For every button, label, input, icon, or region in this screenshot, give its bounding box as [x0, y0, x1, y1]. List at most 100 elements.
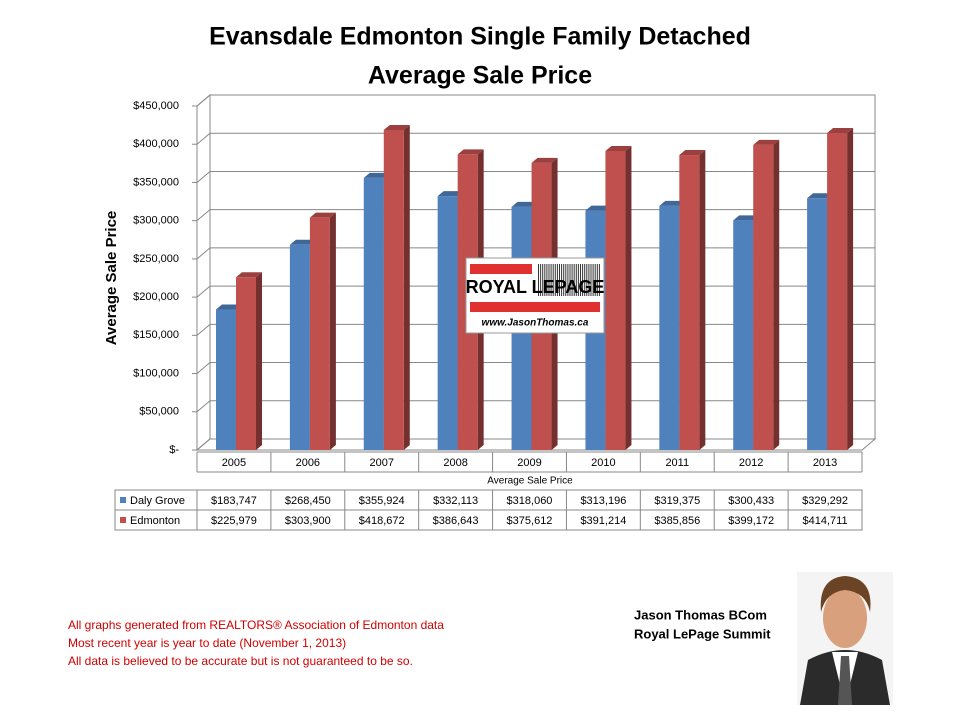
table-value: $303,900 — [285, 515, 331, 527]
barcode-line — [590, 264, 592, 296]
y-tick-label: $150,000 — [133, 329, 179, 341]
barcode-line — [577, 264, 579, 296]
bar-top — [807, 193, 834, 199]
barcode-line — [580, 264, 581, 296]
bar-top — [236, 272, 262, 278]
bar-top — [605, 145, 632, 151]
y-tick-label: $50,000 — [139, 406, 179, 418]
barcode-line — [586, 264, 588, 296]
y-tick-label: $200,000 — [133, 291, 179, 303]
chart-title: Evansdale Edmonton Single Family Detache… — [209, 23, 751, 51]
logo: ROYAL LEPAGE www.JasonThomas.ca — [465, 257, 605, 334]
barcode-line — [573, 264, 575, 296]
signature: Jason Thomas BCom — [634, 607, 767, 622]
x-tick-label: 2012 — [739, 457, 763, 469]
bar-top — [383, 124, 410, 130]
bar-top — [216, 304, 242, 310]
logo-barcode — [538, 264, 600, 296]
bar-top — [511, 201, 538, 207]
bar-side — [699, 150, 706, 450]
barcode-line — [538, 264, 539, 296]
bar — [807, 198, 828, 450]
y-axis-label: Average Sale Price — [103, 211, 120, 346]
portrait-hair — [820, 576, 871, 612]
table-row — [114, 509, 863, 531]
bar-top — [289, 239, 316, 245]
table-value: $399,172 — [728, 515, 774, 527]
bar-top — [733, 215, 760, 221]
barcode-line — [561, 264, 563, 296]
bar-top — [753, 139, 780, 145]
barcode-line — [552, 264, 554, 296]
grid-line — [196, 170, 875, 183]
bar-top — [585, 205, 612, 211]
table-value: $418,672 — [359, 515, 405, 527]
portrait — [797, 572, 893, 705]
logo-bar — [470, 302, 600, 312]
table-value: $268,450 — [285, 495, 331, 507]
barcode-line — [546, 264, 548, 296]
bar — [383, 129, 404, 450]
plot-area: $- $50,000 $100,000 $150,000 $200,000 $250,00… — [114, 93, 877, 531]
bar-side — [773, 139, 780, 451]
grid-line — [196, 132, 875, 145]
bar-side — [625, 145, 632, 450]
barcode-line — [567, 264, 569, 296]
barcode-line — [556, 264, 558, 296]
legend-swatch — [120, 517, 126, 523]
grid-line — [196, 94, 875, 107]
y-tick-label: $- — [169, 444, 179, 456]
bar — [289, 244, 310, 450]
bar-top — [363, 172, 390, 178]
x-tick-label: 2007 — [369, 457, 393, 469]
logo-url: www.JasonThomas.ca — [482, 318, 589, 329]
bar-top — [659, 200, 686, 206]
barcode-line — [598, 264, 600, 296]
grid-line — [196, 438, 875, 451]
bar-top — [679, 150, 706, 156]
barcode-line — [544, 264, 546, 296]
bar — [309, 217, 330, 450]
logo-bar — [470, 264, 532, 274]
bar-side — [256, 272, 262, 450]
bar — [605, 150, 626, 450]
bar — [437, 196, 458, 450]
barcode-line — [588, 264, 590, 296]
table-value: $414,711 — [803, 515, 848, 527]
table-value: $319,375 — [654, 495, 700, 507]
table-value: $375,612 — [507, 515, 553, 527]
note: Most recent year is year to date (Novemb… — [68, 636, 346, 650]
note: All data is believed to be accurate but … — [68, 654, 413, 668]
y-tick-label: $250,000 — [133, 253, 179, 265]
bar-side — [329, 212, 336, 450]
y-tick-label: $400,000 — [133, 138, 179, 150]
bar-side — [403, 124, 410, 450]
barcode-line — [582, 264, 584, 296]
y-tick-label: $350,000 — [133, 176, 179, 188]
table-value: $385,856 — [654, 515, 700, 527]
table-value: $225,979 — [211, 515, 257, 527]
x-tick-label: 2013 — [813, 457, 837, 469]
side-wall — [196, 93, 211, 452]
note: All graphs generated from REALTORS® Asso… — [68, 618, 444, 632]
grid-line — [196, 209, 875, 222]
x-tick-label: 2006 — [296, 457, 320, 469]
table-value: $300,433 — [728, 495, 774, 507]
barcode-line — [596, 264, 598, 296]
y-tick-label: $450,000 — [133, 100, 179, 112]
bar — [733, 220, 754, 450]
legend-label: Edmonton — [130, 515, 180, 527]
table-value: $355,924 — [359, 495, 405, 507]
bar-top — [437, 191, 464, 197]
table-value: $391,214 — [580, 515, 626, 527]
portrait-tie — [838, 656, 852, 705]
bar-top — [827, 127, 854, 133]
barcode-line — [559, 264, 560, 296]
table-value: $313,196 — [580, 495, 626, 507]
y-tick-label: $300,000 — [133, 215, 179, 227]
barcode-line — [584, 264, 586, 296]
barcode-line — [550, 264, 552, 296]
x-tick-label: 2011 — [665, 457, 689, 469]
barcode-line — [548, 264, 550, 296]
table-value: $183,747 — [211, 495, 257, 507]
